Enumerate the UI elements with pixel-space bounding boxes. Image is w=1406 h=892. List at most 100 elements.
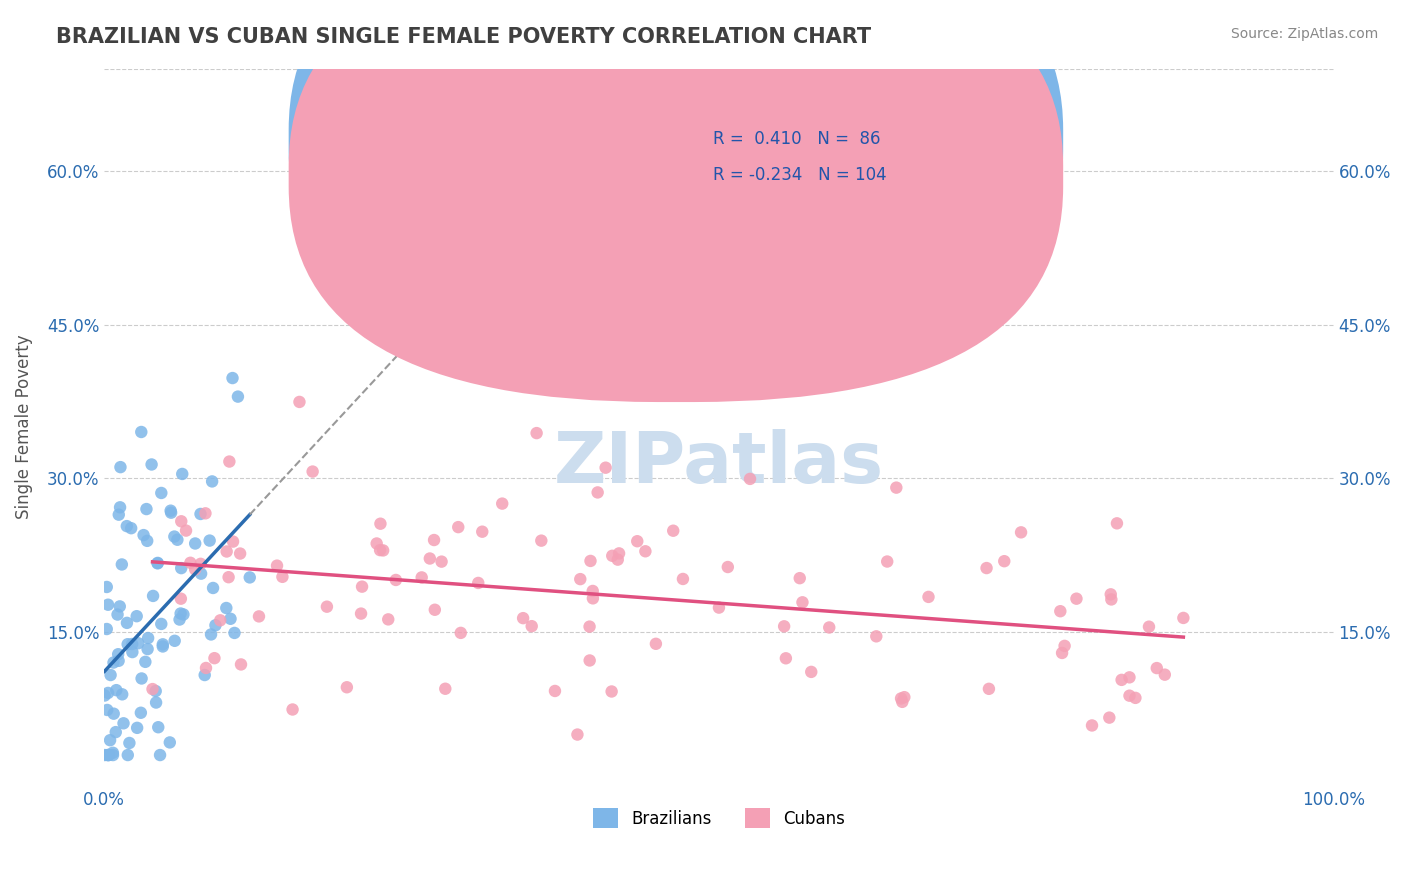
Cubans xyxy=(773,619,796,633)
Cubans xyxy=(170,514,193,528)
Brazilians xyxy=(221,371,243,385)
Cubans xyxy=(530,533,553,548)
Cubans xyxy=(586,485,609,500)
Brazilians xyxy=(97,598,120,612)
Brazilians xyxy=(96,580,118,594)
Cubans xyxy=(865,629,887,643)
Brazilians xyxy=(132,528,155,542)
Cubans xyxy=(1066,591,1088,606)
Brazilians xyxy=(142,589,165,603)
Brazilians xyxy=(159,735,181,749)
Brazilians xyxy=(135,502,157,516)
Cubans xyxy=(893,690,915,705)
Brazilians xyxy=(121,637,143,651)
Cubans xyxy=(1050,646,1073,660)
Cubans xyxy=(544,684,567,698)
Cubans xyxy=(578,619,600,633)
Cubans xyxy=(526,426,548,441)
Brazilians xyxy=(129,706,152,720)
Text: BRAZILIAN VS CUBAN SINGLE FEMALE POVERTY CORRELATION CHART: BRAZILIAN VS CUBAN SINGLE FEMALE POVERTY… xyxy=(56,27,872,46)
Y-axis label: Single Female Poverty: Single Female Poverty xyxy=(15,334,32,519)
Cubans xyxy=(595,460,617,475)
Brazilians xyxy=(239,570,262,584)
Brazilians xyxy=(170,561,193,575)
Cubans xyxy=(626,534,648,549)
Cubans xyxy=(1098,711,1121,725)
Brazilians xyxy=(107,607,129,622)
Cubans xyxy=(1049,604,1071,618)
Text: R = -0.234   N = 104: R = -0.234 N = 104 xyxy=(713,166,886,184)
Brazilians xyxy=(97,747,120,762)
Brazilians xyxy=(152,640,174,654)
Cubans xyxy=(194,506,217,520)
Cubans xyxy=(184,562,207,576)
Brazilians xyxy=(136,642,159,657)
Cubans xyxy=(738,472,761,486)
Brazilians xyxy=(159,504,181,518)
Brazilians xyxy=(134,655,156,669)
Brazilians xyxy=(117,637,139,651)
Cubans xyxy=(707,600,730,615)
Cubans xyxy=(818,620,841,634)
Cubans xyxy=(1053,639,1076,653)
Cubans xyxy=(600,549,623,563)
Cubans xyxy=(644,637,666,651)
Brazilians xyxy=(190,566,212,581)
Cubans xyxy=(352,580,374,594)
Cubans xyxy=(370,516,392,531)
Cubans xyxy=(377,612,399,626)
Brazilians xyxy=(131,672,153,686)
Cubans xyxy=(450,626,472,640)
Cubans xyxy=(582,591,605,606)
Brazilians xyxy=(115,615,138,630)
Brazilians xyxy=(200,627,222,641)
Brazilians xyxy=(111,558,134,572)
Brazilians xyxy=(141,458,163,472)
Brazilians xyxy=(145,684,167,698)
Cubans xyxy=(336,680,359,694)
Brazilians xyxy=(145,696,167,710)
Cubans xyxy=(884,481,907,495)
Cubans xyxy=(281,702,304,716)
Brazilians xyxy=(152,637,174,651)
Brazilians xyxy=(97,747,120,762)
Brazilians xyxy=(148,720,170,734)
Brazilians xyxy=(129,425,152,439)
Brazilians xyxy=(215,601,238,615)
Brazilians xyxy=(194,668,217,682)
Cubans xyxy=(229,657,252,672)
Cubans xyxy=(600,684,623,698)
Cubans xyxy=(1146,661,1168,675)
Brazilians xyxy=(117,747,139,762)
Cubans xyxy=(195,661,218,675)
Cubans xyxy=(471,524,494,539)
Cubans xyxy=(1081,718,1104,732)
Cubans xyxy=(170,591,193,606)
Brazilians xyxy=(163,633,186,648)
Brazilians xyxy=(103,706,125,721)
Brazilians xyxy=(96,703,118,717)
Cubans xyxy=(567,727,589,741)
Cubans xyxy=(1118,689,1140,703)
Cubans xyxy=(373,543,395,558)
Brazilians xyxy=(150,486,173,500)
Cubans xyxy=(491,497,513,511)
Cubans xyxy=(800,665,823,679)
Cubans xyxy=(520,619,543,633)
Cubans xyxy=(1111,673,1133,687)
Cubans xyxy=(467,576,489,591)
Brazilians xyxy=(184,536,207,550)
Cubans xyxy=(447,520,470,534)
Cubans xyxy=(434,681,457,696)
Cubans xyxy=(271,570,294,584)
Cubans xyxy=(368,543,391,558)
Brazilians xyxy=(98,733,121,747)
Cubans xyxy=(366,536,388,550)
Cubans xyxy=(1099,587,1122,601)
Brazilians xyxy=(146,557,169,571)
Cubans xyxy=(890,691,912,706)
Brazilians xyxy=(97,747,120,762)
Cubans xyxy=(209,613,232,627)
Cubans xyxy=(301,465,323,479)
Text: R =  0.410   N =  86: R = 0.410 N = 86 xyxy=(713,130,880,148)
